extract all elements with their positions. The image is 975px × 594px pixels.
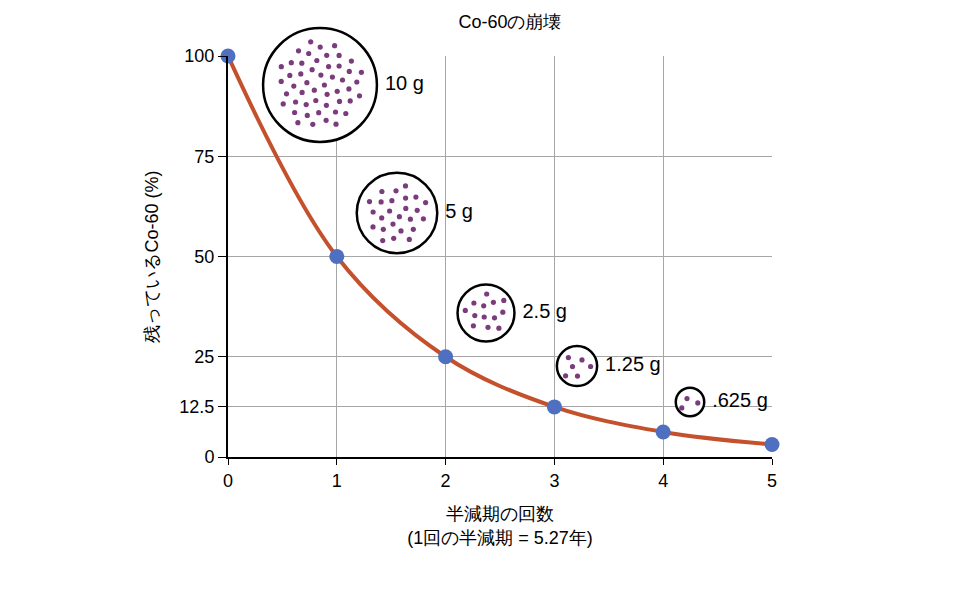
svg-text:1: 1 — [332, 471, 342, 491]
svg-text:半減期の回数(1回の半減期 = 5.27年): 半減期の回数(1回の半減期 = 5.27年) — [407, 504, 593, 547]
svg-text:1.25 g: 1.25 g — [605, 353, 661, 375]
svg-text:100: 100 — [184, 46, 214, 66]
svg-text:2.5 g: 2.5 g — [523, 300, 567, 322]
svg-text:25: 25 — [194, 347, 214, 367]
svg-text:残っているCo-60 (%): 残っているCo-60 (%) — [142, 170, 162, 342]
svg-text:12.5: 12.5 — [179, 397, 214, 417]
svg-text:0: 0 — [223, 471, 233, 491]
svg-text:Co-60の崩壊: Co-60の崩壊 — [458, 12, 561, 32]
svg-text:5 g: 5 g — [445, 200, 473, 222]
svg-text:2: 2 — [441, 471, 451, 491]
svg-text:0: 0 — [204, 447, 214, 467]
svg-text:4: 4 — [658, 471, 668, 491]
svg-text:75: 75 — [194, 147, 214, 167]
svg-text:10 g: 10 g — [385, 72, 424, 94]
svg-text:5: 5 — [767, 471, 777, 491]
svg-text:3: 3 — [549, 471, 559, 491]
svg-text:.625 g: .625 g — [712, 389, 768, 411]
svg-text:50: 50 — [194, 247, 214, 267]
